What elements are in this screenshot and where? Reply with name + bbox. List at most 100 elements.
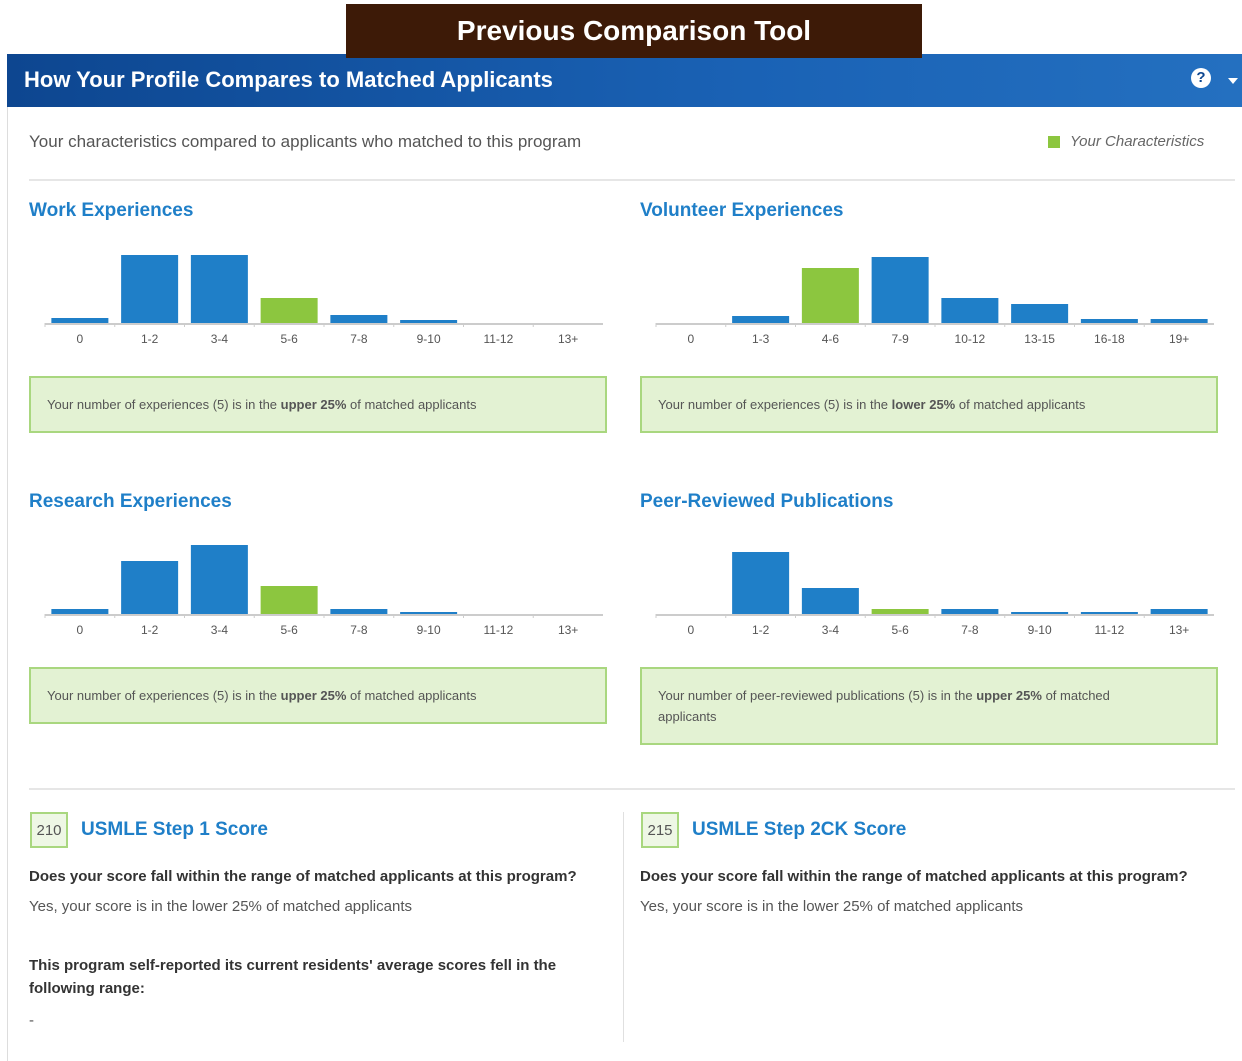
x-tick-label: 0: [688, 623, 695, 637]
bar: [1011, 612, 1069, 614]
bar: [330, 315, 388, 323]
x-tick-label: 9-10: [1028, 623, 1052, 637]
x-tick-label: 13-15: [1024, 332, 1055, 346]
x-tick-label: 0: [77, 623, 84, 637]
x-tick-label: 11-12: [1094, 623, 1124, 637]
help-icon[interactable]: ?: [1191, 68, 1211, 88]
callout: Your number of experiences (5) is in the…: [640, 376, 1218, 433]
range-note: This program self-reported its current r…: [29, 957, 557, 997]
dropdown-caret[interactable]: [1228, 78, 1238, 84]
divider: [29, 788, 1235, 790]
x-tick-label: 3-4: [211, 623, 229, 637]
bar: [871, 257, 929, 323]
bar: [1080, 612, 1138, 614]
callout-part: upper 25%: [280, 688, 347, 703]
x-tick-label: 0: [688, 332, 695, 346]
divider: [623, 812, 624, 1042]
x-tick-label: 7-9: [891, 332, 909, 346]
score-title: USMLE Step 2CK Score: [692, 819, 907, 840]
bar: [1011, 304, 1069, 323]
callout-part: of matched applicants: [346, 688, 477, 703]
range-value: -: [29, 1012, 34, 1029]
x-tick-label: 11-12: [483, 332, 513, 346]
bar: [400, 612, 458, 614]
x-tick-label: 11-12: [483, 623, 513, 637]
x-tick-label: 13+: [558, 332, 578, 346]
bar: [51, 318, 109, 323]
bar: [801, 268, 859, 323]
bar: [801, 588, 859, 614]
bar: [941, 609, 999, 614]
x-tick-label: 4-6: [822, 332, 840, 346]
chart-title: Volunteer Experiences: [640, 200, 844, 221]
header-bar: [7, 54, 1242, 107]
chart-title: Peer-Reviewed Publications: [640, 491, 894, 512]
legend-swatch: [1048, 136, 1060, 148]
bar: [260, 586, 318, 614]
score-title: USMLE Step 1 Score: [81, 819, 268, 840]
callout-part: of matched applicants: [346, 397, 477, 412]
callout-part: of matched applicants: [955, 397, 1086, 412]
callout-part: upper 25%: [280, 397, 347, 412]
x-tick-label: 7-8: [350, 332, 368, 346]
legend-label: Your Characteristics: [1070, 133, 1205, 150]
bar: [1150, 609, 1208, 614]
bar: [330, 609, 388, 614]
callout-text: Your number of experiences (5) is in the…: [658, 394, 1085, 415]
divider: [29, 179, 1235, 181]
callout-part: Your number of peer-reviewed publication…: [658, 688, 977, 703]
bar: [732, 316, 790, 323]
answer: Yes, your score is in the lower 25% of m…: [29, 898, 412, 915]
callout-part: Your number of experiences (5) is in the: [47, 688, 281, 703]
x-tick-label: 0: [77, 332, 84, 346]
panel: [7, 107, 1241, 1061]
bar: [190, 545, 248, 614]
x-tick-label: 9-10: [417, 332, 441, 346]
bar: [190, 255, 248, 323]
bar: [121, 561, 179, 614]
x-tick-label: 9-10: [417, 623, 441, 637]
question: Does your score fall within the range of…: [640, 868, 1188, 885]
score-badge: 215: [641, 812, 679, 848]
x-tick-label: 7-8: [350, 623, 368, 637]
callout-part: upper 25%: [976, 688, 1042, 703]
callout-text: Your number of experiences (5) is in the…: [47, 394, 476, 415]
x-tick-label: 7-8: [961, 623, 979, 637]
callout-part: of matched applicants: [658, 688, 1110, 724]
callout: Your number of experiences (5) is in the…: [29, 376, 607, 433]
bar: [260, 298, 318, 323]
x-tick-label: 1-2: [141, 623, 159, 637]
callout: Your number of peer-reviewed publication…: [640, 667, 1218, 745]
bar: [1080, 319, 1138, 323]
callout-text: Your number of peer-reviewed publication…: [658, 685, 1118, 727]
chart: 0 1-2 3-4 5-6 7-8 9-10 11-12 13+: [44, 255, 603, 346]
callout-part: lower 25%: [891, 397, 956, 412]
bar: [121, 255, 179, 323]
answer: Yes, your score is in the lower 25% of m…: [640, 898, 1023, 915]
bar: [941, 298, 999, 323]
chart: 0 1-2 3-4 5-6 7-8 9-10 11-12 13+: [44, 545, 603, 637]
bar: [1150, 319, 1208, 323]
score-badge: 210: [30, 812, 68, 848]
callout-text: Your number of experiences (5) is in the…: [47, 685, 476, 706]
chart: 0 1-3 4-6 7-9 10-12 13-15 16-18 19+: [655, 257, 1214, 346]
x-tick-label: 3-4: [822, 623, 840, 637]
x-tick-label: 5-6: [280, 623, 298, 637]
x-tick-label: 5-6: [280, 332, 298, 346]
intro: Your characteristics compared to applica…: [29, 132, 582, 151]
chart-title: Research Experiences: [29, 491, 232, 512]
x-tick-label: 1-2: [752, 623, 770, 637]
bar: [871, 609, 929, 614]
bar: [400, 320, 458, 323]
x-tick-label: 13+: [1169, 623, 1189, 637]
question: Does your score fall within the range of…: [29, 868, 577, 885]
callout-part: Your number of experiences (5) is in the: [658, 397, 892, 412]
x-tick-label: 1-3: [752, 332, 770, 346]
banner: Previous Comparison Tool: [346, 4, 922, 58]
x-tick-label: 1-2: [141, 332, 159, 346]
x-tick-label: 5-6: [891, 623, 909, 637]
x-tick-label: 16-18: [1094, 332, 1125, 346]
bar: [732, 552, 790, 614]
chart: 0 1-2 3-4 5-6 7-8 9-10 11-12 13+: [655, 552, 1214, 637]
